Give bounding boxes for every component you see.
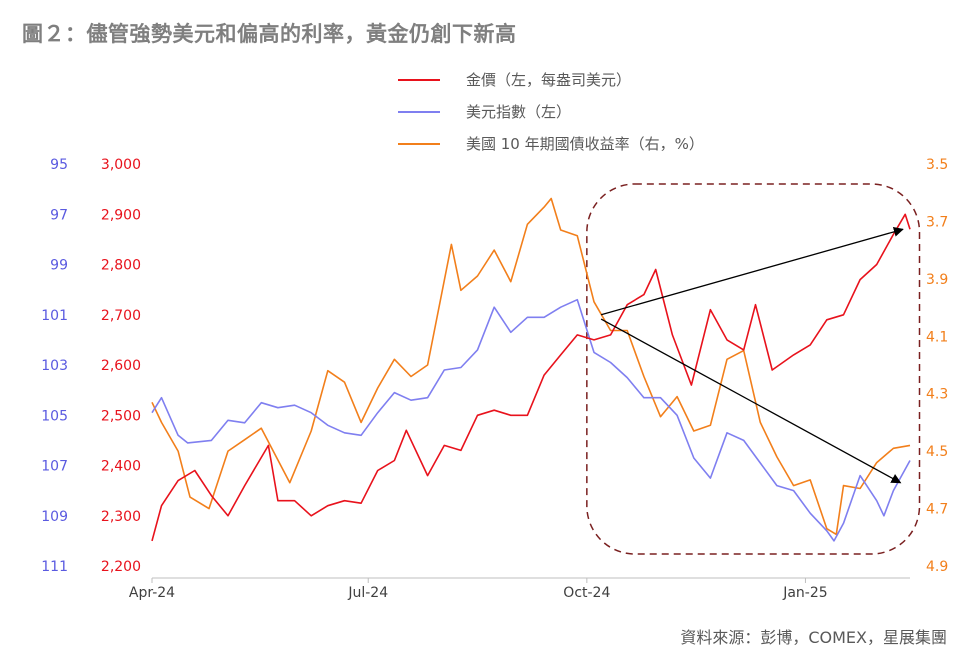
x-tick-label: Jul-24: [347, 585, 388, 601]
us10y-tick-label: 3.7: [926, 214, 948, 230]
legend-label: 金價（左，每盎司美元）: [466, 71, 631, 89]
gold-tick-label: 2,800: [101, 258, 141, 274]
gold-tick-label: 2,700: [101, 308, 141, 324]
gold-tick-label: 2,300: [101, 509, 141, 525]
usd_index-tick-label: 101: [41, 308, 68, 324]
x-tick-label: Apr-24: [129, 585, 175, 601]
source-note: 資料來源：彭博，COMEX，星展集團: [680, 628, 947, 647]
usd-index-line: [151, 298, 911, 542]
us10y-tick-label: 4.3: [926, 387, 948, 403]
usd_index-tick-label: 99: [50, 258, 68, 274]
usd_index-tick-label: 97: [50, 207, 68, 223]
gold-tick-label: 2,200: [101, 559, 141, 575]
usd_index-tick-label: 111: [41, 559, 68, 575]
series-layer: [151, 197, 911, 542]
trend-arrow: [600, 226, 904, 316]
usd_index-tick-label: 105: [41, 408, 68, 424]
gold-tick-label: 2,600: [101, 358, 141, 374]
gold-tick-label: 2,400: [101, 459, 141, 475]
trend-arrow: [600, 318, 902, 484]
gold-price-line: [151, 213, 911, 542]
usd_index-tick-label: 109: [41, 509, 68, 525]
us10y-tick-label: 4.7: [926, 502, 948, 518]
us10y-tick-label: 4.1: [926, 329, 948, 345]
legend: 金價（左，每盎司美元） 美元指數（左） 美國 10 年期國債收益率（右，%）: [398, 71, 704, 153]
us10y-tick-label: 3.5: [926, 157, 948, 173]
gold-tick-label: 2,900: [101, 207, 141, 223]
us10y-yield-line: [151, 197, 911, 536]
gold-tick-label: 2,500: [101, 408, 141, 424]
usd_index-tick-label: 95: [50, 157, 68, 173]
x-tick-label: Oct-24: [563, 585, 610, 601]
us10y-tick-label: 4.9: [926, 559, 948, 575]
us10y-tick-label: 3.9: [926, 272, 948, 288]
usd_index-tick-label: 103: [41, 358, 68, 374]
axes: 95 97 99 101 103 105 107 109 111 3,000 2,900 2,800 2…: [41, 157, 948, 601]
x-tick-label: Jan-25: [782, 585, 827, 601]
arrow-layer: [600, 226, 904, 484]
legend-label: 美元指數（左）: [466, 103, 571, 121]
highlight-box: [586, 183, 921, 555]
usd_index-tick-label: 107: [41, 459, 68, 475]
chart-title: 圖２：儘管強勢美元和偏高的利率，黃金仍創下新高: [22, 22, 517, 46]
gold-tick-label: 3,000: [101, 157, 141, 173]
us10y-tick-label: 4.5: [926, 444, 948, 460]
highlight-box-layer: [586, 183, 921, 555]
legend-label: 美國 10 年期國債收益率（右，%）: [466, 135, 704, 153]
